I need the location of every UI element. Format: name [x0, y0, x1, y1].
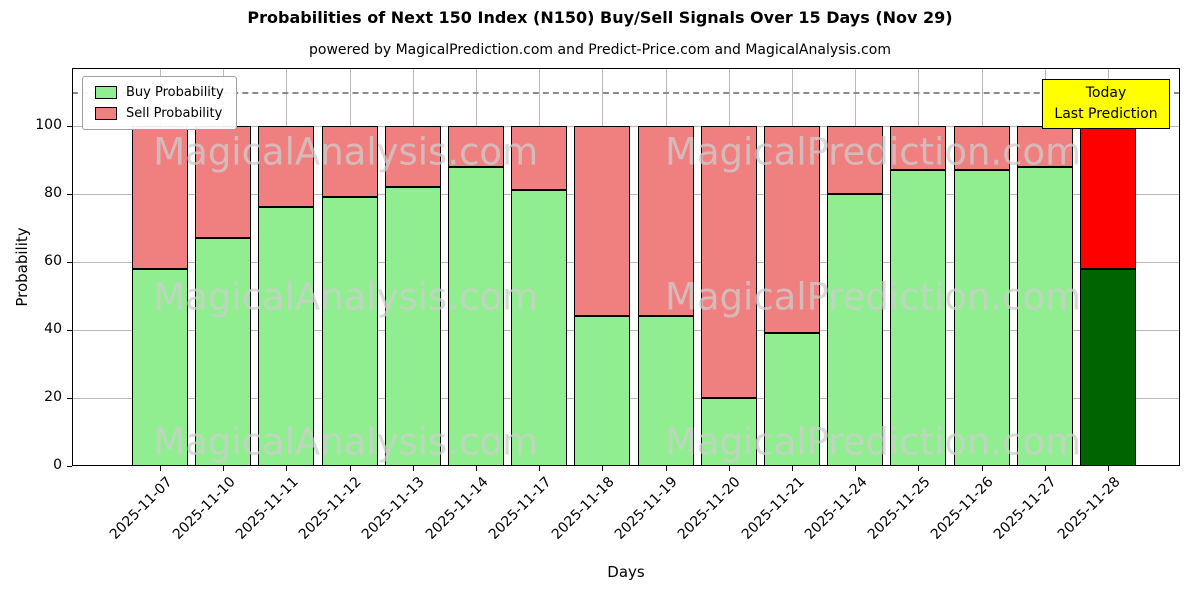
x-tick-mark — [286, 466, 288, 471]
x-tick-mark — [160, 466, 161, 471]
buy-probability-label: Buy Probability — [126, 85, 224, 100]
bar-buy-segment — [574, 316, 631, 466]
bar-sell-segment — [511, 125, 568, 191]
x-tick-label: 2025-11-10 — [169, 474, 239, 543]
bar-sell-segment — [132, 125, 188, 269]
x-tick-mark — [1044, 466, 1046, 471]
y-axis-label: Probability — [13, 227, 31, 307]
bar-sell-segment — [700, 125, 757, 398]
x-tick-label: 2025-11-27 — [991, 474, 1061, 543]
bar-buy-segment — [195, 238, 252, 466]
bar-sell-segment — [195, 125, 252, 239]
x-tick-label: 2025-11-12 — [296, 474, 365, 543]
bar-buy-segment — [321, 197, 378, 466]
plot-area: MagicalAnalysis.com MagicalPrediction.com… — [72, 68, 1180, 466]
bar-sell-segment — [258, 125, 315, 208]
x-tick-label: 2025-11-17 — [485, 474, 555, 543]
x-tick-label: 2025-11-24 — [801, 474, 871, 543]
y-tick-mark — [67, 466, 72, 467]
bar-sell-segment — [321, 125, 378, 198]
x-axis-label: Days — [607, 563, 645, 581]
annotation-line-today: Today — [1085, 85, 1127, 101]
y-tick-label: 20 — [44, 388, 62, 405]
x-tick-mark — [412, 466, 414, 471]
bar-buy-segment — [637, 316, 694, 466]
annotation-line-last-prediction: Last Prediction — [1054, 106, 1158, 122]
bar-sell-segment — [764, 125, 820, 334]
x-tick-mark — [223, 466, 225, 471]
x-tick-label: 2025-11-21 — [738, 474, 808, 543]
legend: Buy Probability Sell Probability — [82, 76, 237, 130]
chart-subtitle: powered by MagicalPrediction.com and Pre… — [309, 42, 891, 58]
x-tick-mark — [602, 466, 604, 471]
x-tick-mark — [476, 466, 477, 471]
bar-buy-segment — [1016, 166, 1073, 466]
bar-buy-segment — [384, 187, 441, 466]
x-tick-label: 2025-11-18 — [548, 474, 618, 543]
bar-buy-segment — [132, 268, 188, 466]
bar-sell-segment — [574, 125, 631, 317]
x-tick-label: 2025-11-19 — [612, 474, 681, 543]
bar-sell-segment — [890, 125, 947, 171]
x-tick-label: 2025-11-13 — [359, 474, 429, 543]
buy-probability-swatch — [95, 86, 117, 99]
bar-buy-segment — [890, 170, 947, 466]
chart-title: Probabilities of Next 150 Index (N150) B… — [247, 8, 953, 27]
bar-sell-segment — [384, 125, 441, 188]
x-tick-mark — [665, 466, 667, 471]
sell-probability-swatch — [95, 107, 117, 120]
bar-buy-segment — [258, 207, 315, 466]
bar-sell-segment — [1016, 125, 1073, 167]
bar-buy-segment — [827, 193, 884, 466]
x-tick-mark — [728, 466, 730, 471]
x-tick-label: 2025-11-14 — [422, 474, 492, 543]
threshold-dashed-line — [72, 91, 1180, 94]
bar-buy-segment — [511, 190, 568, 466]
x-tick-label: 2025-11-25 — [864, 474, 934, 543]
x-tick-mark — [539, 466, 541, 471]
x-tick-label: 2025-11-20 — [675, 474, 745, 543]
bar-sell-segment — [953, 125, 1010, 171]
x-tick-mark — [918, 466, 920, 471]
legend-item-buy: Buy Probability — [95, 85, 224, 100]
y-tick-label: 80 — [44, 184, 62, 201]
x-tick-mark — [349, 466, 351, 471]
x-tick-label: 2025-11-26 — [928, 474, 997, 543]
y-tick-label: 60 — [44, 252, 62, 269]
x-tick-mark — [792, 466, 793, 471]
bar-buy-segment — [1080, 268, 1136, 466]
bar-sell-segment — [448, 125, 504, 167]
x-tick-label: 2025-11-28 — [1054, 474, 1124, 543]
sell-probability-label: Sell Probability — [126, 106, 223, 121]
bar-sell-segment — [637, 125, 694, 317]
bar-buy-segment — [448, 166, 504, 466]
bar-buy-segment — [953, 170, 1010, 466]
bar-buy-segment — [764, 333, 820, 466]
x-tick-mark — [981, 466, 983, 471]
x-tick-label: 2025-11-07 — [106, 474, 176, 543]
bar-sell-segment — [1080, 125, 1136, 269]
y-tick-label: 40 — [44, 320, 62, 337]
legend-item-sell: Sell Probability — [95, 106, 224, 121]
bar-buy-segment — [700, 397, 757, 466]
y-tick-label: 0 — [53, 457, 62, 473]
bar-sell-segment — [827, 125, 884, 194]
x-tick-mark — [1108, 466, 1109, 471]
x-tick-mark — [855, 466, 857, 471]
today-annotation-box: Today Last Prediction — [1042, 79, 1170, 129]
y-tick-label: 100 — [35, 116, 62, 133]
x-tick-label: 2025-11-11 — [232, 474, 302, 543]
